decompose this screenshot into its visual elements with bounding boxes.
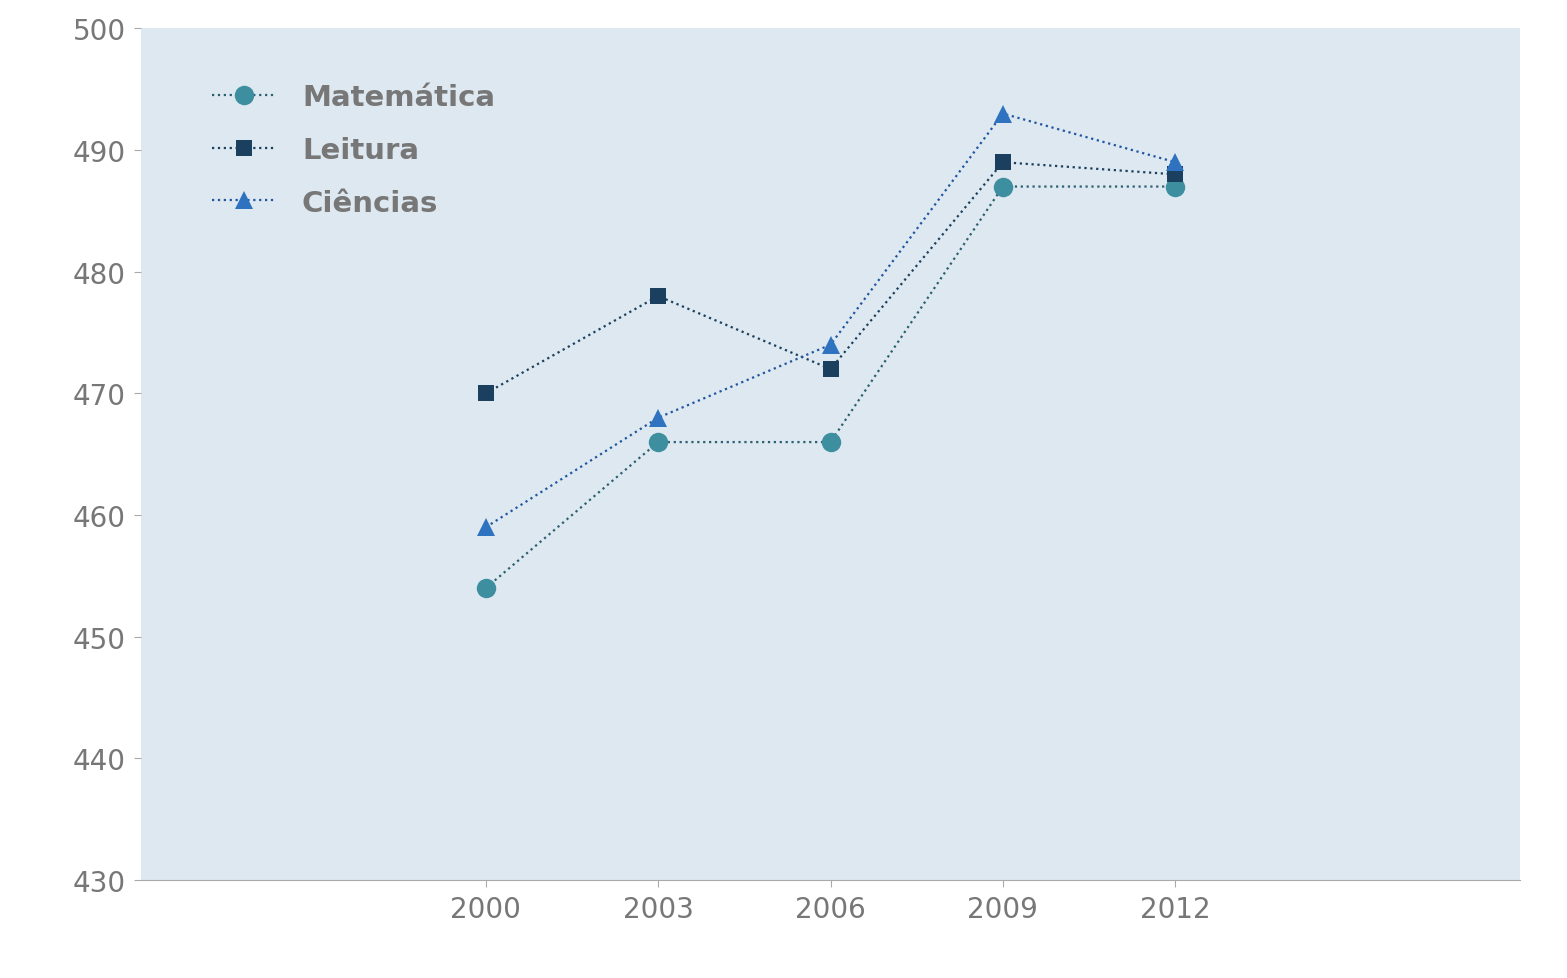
- Ciências: [476, 522, 495, 534]
- Line: Matemática: Matemática: [476, 178, 1185, 599]
- Leitura: [821, 364, 840, 376]
- Ciências: [649, 413, 668, 424]
- Ciências: [1166, 157, 1185, 169]
- Ciências: [993, 109, 1012, 120]
- Line: Leitura: Leitura: [478, 155, 1183, 402]
- Ciências: [821, 339, 840, 351]
- Matemática: [993, 182, 1012, 194]
- Matemática: [821, 437, 840, 449]
- Line: Ciências: Ciências: [476, 106, 1185, 537]
- Leitura: [649, 290, 668, 302]
- Leitura: [1166, 169, 1185, 181]
- Matemática: [649, 437, 668, 449]
- Leitura: [993, 157, 1012, 169]
- Matemática: [1166, 182, 1185, 194]
- Leitura: [476, 388, 495, 400]
- Matemática: [476, 583, 495, 595]
- Legend: Matemática, Leitura, Ciências: Matemática, Leitura, Ciências: [197, 69, 509, 232]
